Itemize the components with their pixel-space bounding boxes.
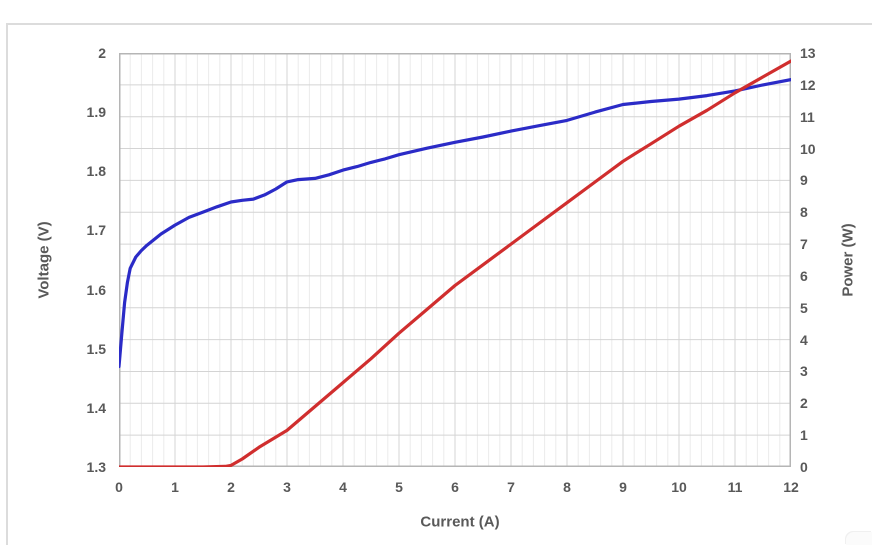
y-left-tick-label: 1.3 <box>86 459 106 475</box>
chart-svg <box>119 53 791 467</box>
x-tick-label: 0 <box>115 479 123 495</box>
x-tick-label: 7 <box>507 479 515 495</box>
y-right-tick-label: 4 <box>800 331 808 348</box>
y-right-tick-label: 5 <box>800 299 808 316</box>
y-right-tick-label: 2 <box>800 395 808 412</box>
figure-frame <box>6 23 872 545</box>
x-tick-label: 8 <box>563 479 571 495</box>
y-axis-left-title: Voltage (V) <box>35 221 53 299</box>
y-right-tick-label: 10 <box>800 140 816 157</box>
x-tick-label: 9 <box>619 479 627 495</box>
y-right-tick-label: 6 <box>800 267 808 284</box>
y-right-tick-label: 0 <box>800 459 808 475</box>
power-series-line <box>119 59 791 467</box>
x-tick-label: 2 <box>227 479 235 495</box>
y-right-tick-label: 9 <box>800 172 808 189</box>
y-right-tick-label: 3 <box>800 363 808 380</box>
x-tick-label: 6 <box>451 479 459 495</box>
x-tick-label: 1 <box>171 479 179 495</box>
y-left-tick-label: 1.5 <box>86 340 106 357</box>
plot-border <box>119 53 791 467</box>
x-axis-title: Current (A) <box>420 513 500 531</box>
y-right-tick-label: 7 <box>800 236 808 253</box>
y-left-tick-label: 1.6 <box>86 281 106 298</box>
y-left-tick-label: 2 <box>98 45 106 61</box>
x-tick-label: 4 <box>339 479 347 495</box>
y-axis-right-title: Power (W) <box>839 223 857 297</box>
y-right-tick-label: 13 <box>800 45 816 61</box>
voltage-series-line <box>119 78 791 369</box>
x-tick-label: 10 <box>671 479 687 495</box>
x-tick-label: 11 <box>727 479 743 495</box>
y-left-tick-label: 1.8 <box>86 163 106 180</box>
chart-plot-area <box>119 53 791 467</box>
y-left-tick-label: 1.9 <box>86 104 106 121</box>
x-tick-label: 3 <box>283 479 291 495</box>
y-left-tick-label: 1.7 <box>86 222 106 239</box>
y-right-tick-label: 11 <box>800 108 815 125</box>
x-tick-label: 12 <box>783 479 799 495</box>
y-right-tick-label: 1 <box>800 427 808 444</box>
y-left-tick-label: 1.4 <box>86 399 106 416</box>
corner-artifact <box>846 532 872 545</box>
y-right-tick-label: 12 <box>800 76 816 93</box>
x-tick-label: 5 <box>395 479 403 495</box>
y-right-tick-label: 8 <box>800 204 808 221</box>
